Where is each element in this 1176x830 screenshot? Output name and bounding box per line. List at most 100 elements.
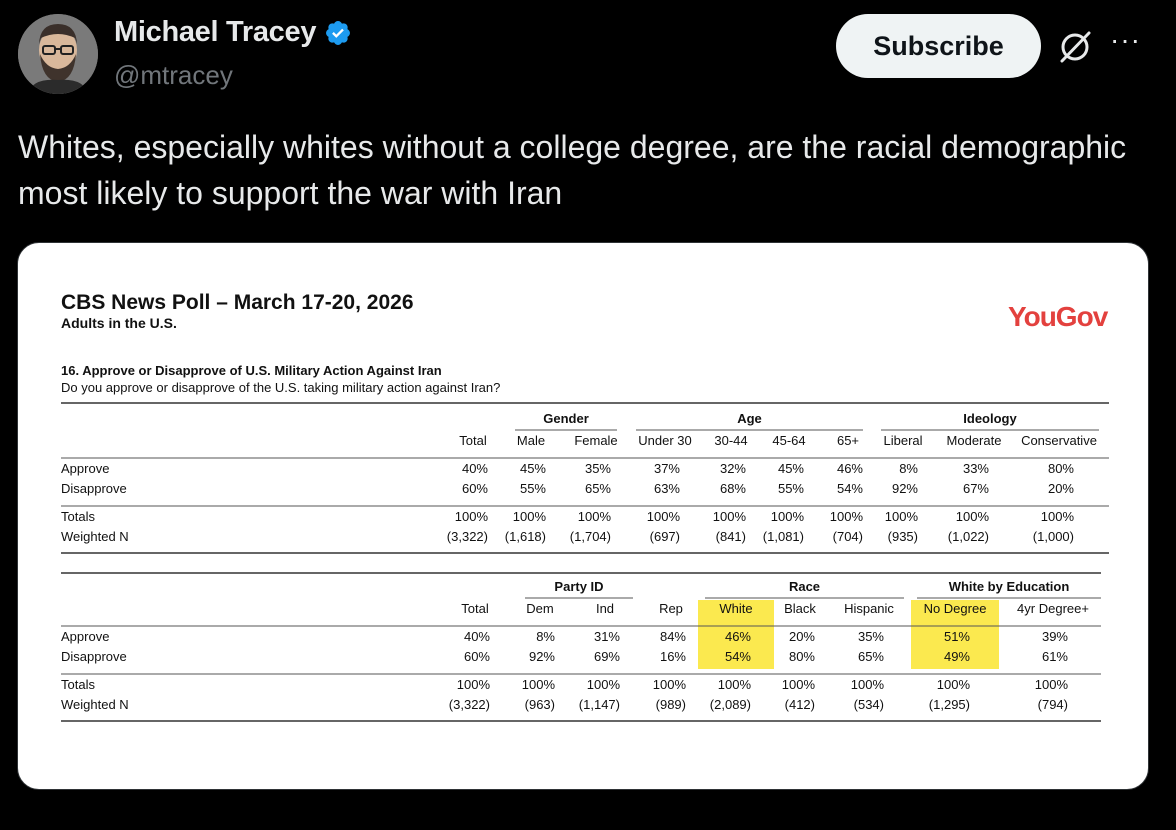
cell-value: (3,322) (449, 697, 490, 712)
column-header: Conservative (1021, 433, 1097, 448)
row-label: Disapprove (61, 481, 127, 496)
grok-icon[interactable] (1056, 28, 1094, 66)
cell-value: 20% (789, 629, 815, 644)
tweet-text: Whites, especially whites without a coll… (18, 129, 1127, 211)
cell-value: 46% (837, 461, 863, 476)
cell-value: (935) (888, 529, 918, 544)
cell-value: 100% (1041, 509, 1075, 524)
column-header: Under 30 (638, 433, 691, 448)
cell-value: 100% (956, 509, 990, 524)
cell-value: (534) (854, 697, 884, 712)
cell-value: 100% (718, 677, 752, 692)
group-header: Race (789, 579, 820, 594)
cell-value: 33% (963, 461, 989, 476)
cell-value: (704) (833, 529, 863, 544)
cell-value: 60% (464, 649, 490, 664)
column-header: No Degree (924, 601, 987, 616)
column-header: 30-44 (714, 433, 747, 448)
question-text: Do you approve or disapprove of the U.S.… (61, 380, 501, 395)
cell-value: 69% (594, 649, 620, 664)
cell-value: (1,704) (570, 529, 611, 544)
author-handle[interactable]: @mtracey (114, 60, 233, 90)
cell-value: 100% (522, 677, 556, 692)
cell-value: 100% (851, 677, 885, 692)
row-label: Weighted N (61, 697, 129, 712)
cell-value: (412) (785, 697, 815, 712)
cell-value: 8% (536, 629, 555, 644)
cell-value: 100% (587, 677, 621, 692)
cell-value: 35% (858, 629, 884, 644)
column-header: Moderate (947, 433, 1002, 448)
column-header: Dem (526, 601, 553, 616)
cell-value: 100% (937, 677, 971, 692)
column-header: White (719, 601, 752, 616)
column-header: Rep (659, 601, 683, 616)
cell-value: 54% (725, 649, 751, 664)
cell-value: 100% (513, 509, 547, 524)
cell-value: 46% (725, 629, 751, 644)
cell-value: (989) (656, 697, 686, 712)
cell-value: 55% (778, 481, 804, 496)
group-header: Ideology (963, 411, 1017, 426)
tweet-header: Michael Tracey @mtracey Subscribe ··· (0, 0, 1176, 110)
author-name[interactable]: Michael Tracey (114, 16, 317, 48)
cell-value: 40% (464, 629, 490, 644)
avatar-illustration-icon (18, 14, 98, 94)
cell-value: 32% (720, 461, 746, 476)
column-header: Hispanic (844, 601, 894, 616)
group-header: Gender (543, 411, 589, 426)
cell-value: 8% (899, 461, 918, 476)
column-header: Male (517, 433, 545, 448)
more-options-button[interactable]: ··· (1110, 24, 1141, 55)
cell-value: (1,000) (1033, 529, 1074, 544)
cell-value: (794) (1038, 697, 1068, 712)
cell-value: (1,295) (929, 697, 970, 712)
row-label: Approve (61, 461, 109, 476)
cell-value: (1,081) (763, 529, 804, 544)
cell-value: 68% (720, 481, 746, 496)
highlight-column (698, 600, 774, 669)
question-title: 16. Approve or Disapprove of U.S. Milita… (61, 363, 442, 378)
cell-value: 51% (944, 629, 970, 644)
poll-image-card[interactable]: CBS News Poll – March 17-20, 2026 Adults… (17, 242, 1149, 790)
cell-value: 55% (520, 481, 546, 496)
row-label: Weighted N (61, 529, 129, 544)
cell-value: 100% (455, 509, 489, 524)
column-header: Total (461, 601, 489, 616)
avatar[interactable] (18, 14, 98, 94)
row-label: Totals (61, 677, 95, 692)
cell-value: 60% (462, 481, 488, 496)
cell-value: 84% (660, 629, 686, 644)
verified-badge-icon (326, 20, 351, 45)
cell-value: 92% (892, 481, 918, 496)
cell-value: 63% (654, 481, 680, 496)
column-header: Black (784, 601, 816, 616)
column-header: 45-64 (772, 433, 805, 448)
column-header: Female (574, 433, 617, 448)
column-header: Total (459, 433, 487, 448)
cell-value: 49% (944, 649, 970, 664)
cell-value: 65% (585, 481, 611, 496)
yougov-logo: YouGov (1008, 301, 1108, 332)
subscribe-button[interactable]: Subscribe (836, 14, 1041, 78)
poll-subtitle: Adults in the U.S. (61, 315, 177, 331)
cell-value: 31% (594, 629, 620, 644)
cell-value: (1,022) (948, 529, 989, 544)
cell-value: 39% (1042, 629, 1068, 644)
cell-value: 35% (585, 461, 611, 476)
row-label: Disapprove (61, 649, 127, 664)
crosstab-tables: Gender Age Ideology Total Male Female Under 30… (61, 402, 1109, 722)
group-header: Age (737, 411, 762, 426)
cell-value: 45% (778, 461, 804, 476)
cell-value: 100% (771, 509, 805, 524)
cell-value: 100% (885, 509, 919, 524)
cell-value: (697) (650, 529, 680, 544)
cell-value: 80% (789, 649, 815, 664)
cell-value: 100% (647, 509, 681, 524)
cell-value: 54% (837, 481, 863, 496)
cell-value: 100% (578, 509, 612, 524)
group-header: White by Education (949, 579, 1070, 594)
cell-value: 16% (660, 649, 686, 664)
column-header: 65+ (837, 433, 859, 448)
cell-value: (1,147) (579, 697, 620, 712)
